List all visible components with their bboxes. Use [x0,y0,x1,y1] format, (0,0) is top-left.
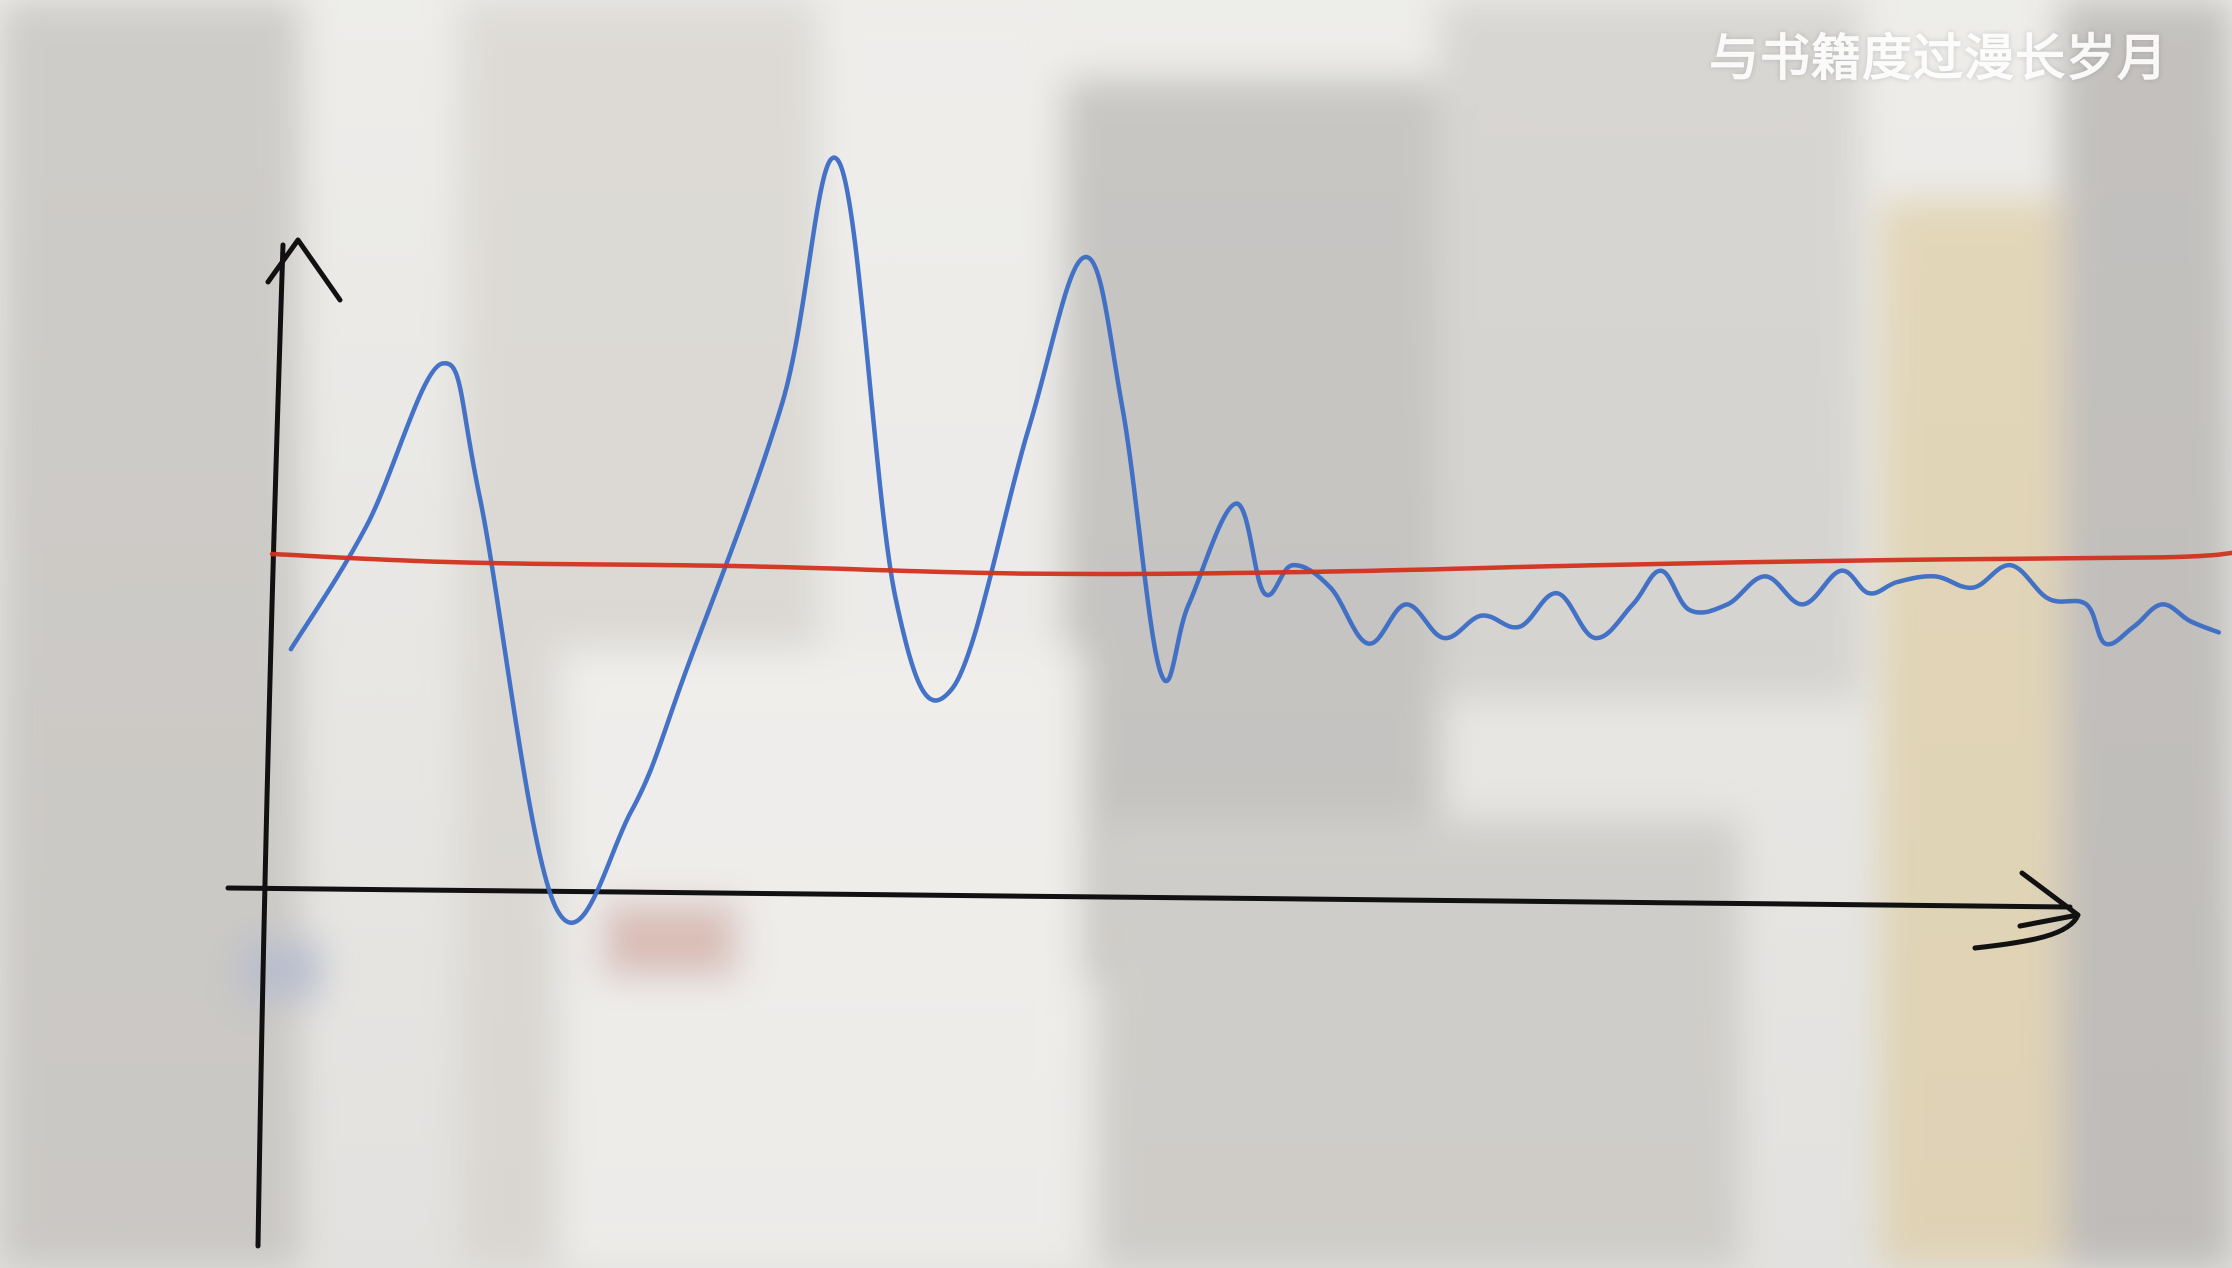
x-axis-arrow [225,870,2081,951]
y-axis-arrow [255,237,343,1249]
series-line-baseline [269,550,2232,577]
series-layer [269,155,2232,925]
channel-watermark: 与书籍度过漫长岁月 [1709,29,2168,87]
series-line-fluctuating [288,155,2221,925]
